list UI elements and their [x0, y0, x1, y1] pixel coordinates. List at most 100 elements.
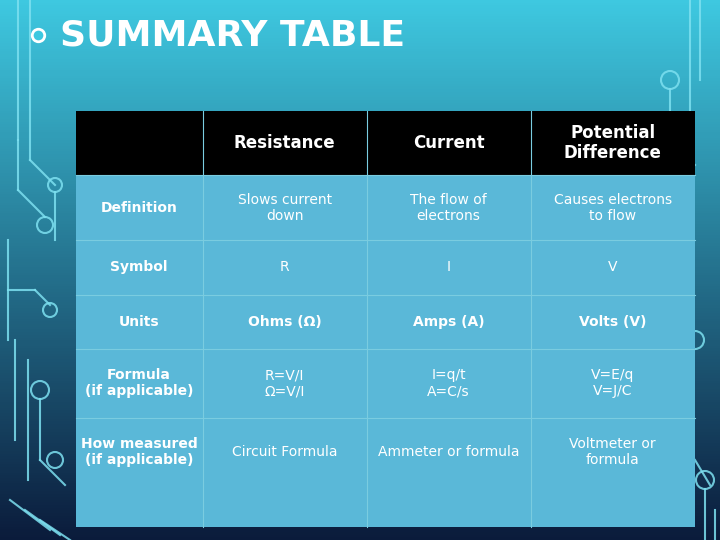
Bar [0, 205, 720, 208]
Bar [0, 497, 720, 500]
Bar [0, 410, 720, 413]
Text: Slows current
down: Slows current down [238, 193, 332, 222]
Bar [0, 418, 720, 421]
Bar [0, 154, 720, 157]
Bar [0, 0, 720, 3]
Bar [0, 224, 720, 227]
Text: Circuit Formula: Circuit Formula [232, 445, 338, 459]
Bar [0, 227, 720, 229]
Bar [0, 221, 720, 224]
Bar [0, 94, 720, 97]
Bar [0, 305, 720, 308]
Bar [0, 467, 720, 470]
Text: V: V [608, 260, 618, 274]
Bar [0, 143, 720, 146]
Bar [0, 200, 720, 202]
Bar [0, 246, 720, 248]
Bar [0, 278, 720, 281]
Bar [0, 275, 720, 278]
Bar [0, 508, 720, 510]
Bar [0, 116, 720, 119]
Bar [0, 510, 720, 513]
Bar [0, 70, 720, 73]
Bar [0, 346, 720, 348]
Bar [0, 383, 720, 386]
Bar [0, 284, 720, 286]
Bar [0, 194, 720, 197]
Bar [0, 105, 720, 108]
Bar [0, 68, 720, 70]
Bar [0, 486, 720, 489]
Bar [0, 440, 720, 443]
Bar [0, 413, 720, 416]
Bar [0, 256, 720, 259]
Bar [0, 502, 720, 505]
Text: I: I [446, 260, 451, 274]
Bar [0, 294, 720, 297]
Bar [0, 103, 720, 105]
Bar [0, 451, 720, 454]
Bar [0, 173, 720, 176]
Bar [0, 192, 720, 194]
Text: Ammeter or formula: Ammeter or formula [378, 445, 519, 459]
Bar [0, 310, 720, 313]
Bar [0, 232, 720, 235]
Bar [0, 535, 720, 537]
Bar [0, 165, 720, 167]
Bar [0, 281, 720, 284]
Bar [0, 454, 720, 456]
Bar [0, 332, 720, 335]
Bar [0, 478, 720, 481]
Bar [0, 402, 720, 405]
Bar [0, 122, 720, 124]
Bar [0, 184, 720, 186]
Bar [0, 462, 720, 464]
Bar [0, 297, 720, 300]
Bar [0, 302, 720, 305]
Bar [0, 148, 720, 151]
Bar [0, 19, 720, 22]
Bar [0, 51, 720, 54]
Text: R: R [280, 260, 289, 274]
Bar [0, 329, 720, 332]
Text: Voltmeter or
formula: Voltmeter or formula [570, 437, 656, 467]
Text: Amps (A): Amps (A) [413, 315, 485, 329]
Bar [0, 429, 720, 432]
Bar [0, 81, 720, 84]
Bar [0, 24, 720, 27]
Bar [0, 321, 720, 324]
Bar [0, 270, 720, 273]
Bar [0, 354, 720, 356]
Bar [0, 316, 720, 319]
Bar [76, 111, 695, 175]
Bar [0, 251, 720, 254]
Text: Volts (V): Volts (V) [579, 315, 647, 329]
Bar [0, 470, 720, 472]
Bar [0, 62, 720, 65]
Bar [0, 181, 720, 184]
Bar [0, 230, 720, 232]
Text: Ohms (Ω): Ohms (Ω) [248, 315, 321, 329]
Bar [0, 324, 720, 327]
Bar [0, 513, 720, 516]
Bar [0, 521, 720, 524]
Text: Definition: Definition [101, 201, 178, 214]
Bar [0, 356, 720, 359]
Bar [0, 446, 720, 448]
Bar [0, 464, 720, 467]
Bar [0, 108, 720, 111]
Bar [0, 292, 720, 294]
Bar [0, 443, 720, 445]
Bar [0, 335, 720, 338]
Bar [0, 38, 720, 40]
Bar [0, 432, 720, 435]
Bar [0, 3, 720, 5]
Bar [0, 262, 720, 265]
Bar [0, 73, 720, 76]
Bar [0, 267, 720, 270]
Bar [0, 151, 720, 154]
Bar [0, 483, 720, 486]
Bar [0, 92, 720, 94]
Bar [0, 532, 720, 535]
Bar [0, 216, 720, 219]
